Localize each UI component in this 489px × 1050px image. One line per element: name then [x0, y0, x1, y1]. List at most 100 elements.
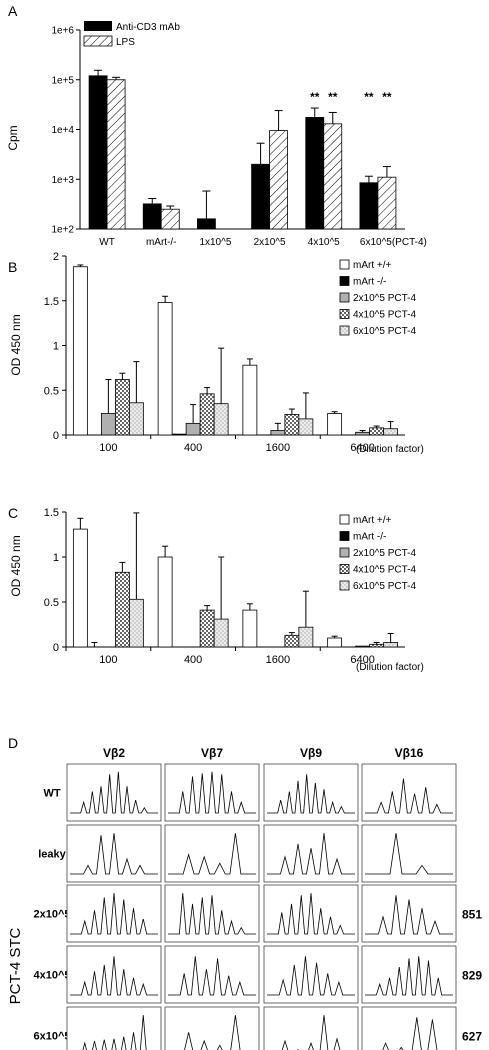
- panel-c-bar: [298, 626, 314, 648]
- panel-b-legend-label: 6x10^5 PCT-4: [353, 326, 416, 337]
- panel-d-trace-box: [263, 763, 359, 822]
- panel-b-y-tick-label: 0.5: [44, 385, 59, 397]
- panel-d-trace: [70, 771, 158, 814]
- panel-c-y-tick-label: 1: [53, 552, 59, 564]
- panel-a-bar: [251, 163, 270, 230]
- panel-a-x-tick-label: 2x10^5: [254, 237, 286, 248]
- panel-a-significance-mark: **: [310, 90, 320, 104]
- panel-d-trace-box: [164, 824, 260, 883]
- panel-a-bar: [197, 218, 216, 230]
- panel-d-trace: [267, 833, 355, 875]
- panel-d-trace: [184, 1015, 241, 1050]
- panel-a-y-tick-label: 1e+2: [51, 225, 74, 236]
- panel-d-trace: [70, 833, 158, 875]
- panel-b-legend-swatch: [339, 325, 350, 336]
- panel-d-trace: [365, 778, 453, 814]
- panel-c-legend-label: mArt -/-: [353, 532, 386, 543]
- panel-a-x-tick-label: WT: [99, 237, 115, 248]
- panel-a-bar: [269, 130, 288, 230]
- panel-c-chart: OD 450 nm (Dilution factor) 0 0.5 1 1.5 100 4…: [9, 507, 424, 673]
- panel-b-legend-label: mArt +/+: [353, 260, 392, 271]
- panel-b-legend-swatch: [339, 309, 350, 319]
- panel-label-b: B: [8, 259, 17, 275]
- panel-c-legend-label: mArt +/+: [353, 515, 392, 526]
- panel-d-column-label: Vβ9: [300, 746, 322, 760]
- panel-c-legend-swatch: [339, 564, 350, 574]
- panel-d-trace: [267, 774, 355, 814]
- panel-a-bar: [359, 182, 379, 230]
- legend-swatch-lps: [83, 35, 113, 47]
- panel-a-significance-mark: **: [364, 90, 374, 104]
- panel-c-bar: [383, 642, 399, 648]
- panel-a-x-tick-label: 6x10^5(PCT-4): [360, 237, 427, 248]
- panel-b-bar: [355, 431, 371, 436]
- panel-a-x-tick-label: 1x10^5: [199, 237, 231, 248]
- panel-b-legend-swatch: [339, 292, 350, 303]
- panel-c-x-tick-label: 100: [99, 654, 117, 666]
- panel-a-bar: [305, 117, 325, 230]
- panel-a-ylabel: Cpm: [6, 125, 20, 150]
- panel-c-legend-swatch: [339, 531, 350, 541]
- panel-b-y-tick-label: 1.5: [44, 296, 59, 308]
- panel-b-legend-label: 4x10^5 PCT-4: [353, 310, 416, 321]
- legend-label-anti-cd3: Anti-CD3 mAb: [116, 22, 180, 33]
- panel-d-trace: [382, 1017, 438, 1050]
- panel-d-trace: [70, 956, 158, 996]
- panel-c-legend-label: 4x10^5 PCT-4: [353, 565, 416, 576]
- panel-d-trace-box: [66, 884, 162, 943]
- panel-c-bar: [114, 571, 130, 648]
- panel-d-trace: [70, 893, 158, 935]
- panel-c-bar: [284, 634, 300, 648]
- panel-d-trace: [168, 893, 256, 935]
- panel-b-bar: [100, 413, 116, 436]
- panel-d-row-label: 4x10^5: [33, 970, 70, 982]
- panel-d-side-value: 829: [462, 969, 482, 983]
- panel-label-d: D: [8, 735, 18, 751]
- panel-c-bar: [355, 645, 371, 648]
- panel-b-bar: [114, 379, 130, 436]
- panel-b-bar: [171, 433, 187, 436]
- panel-b-bar: [284, 414, 300, 436]
- panel-a-x-tick-label: 4x10^5: [308, 237, 340, 248]
- panel-d-trace: [365, 833, 453, 875]
- panel-b-bar: [298, 418, 314, 436]
- panel-c-bar: [327, 637, 343, 648]
- panel-d-trace: [82, 1015, 147, 1050]
- panel-b-x-tick-label: 1600: [266, 442, 290, 454]
- panel-b-legend-label: mArt -/-: [353, 277, 386, 288]
- panel-d-row-label: 2x10^5: [33, 909, 70, 921]
- panel-d-trace: [168, 956, 256, 996]
- panel-d-column-label: Vβ16: [395, 746, 424, 760]
- panel-c-y-tick-label: 0: [53, 642, 59, 654]
- panel-b-bar: [383, 428, 399, 436]
- panel-a-y-tick-label: 1e+5: [51, 75, 74, 86]
- panel-a-bar: [323, 123, 343, 230]
- panel-a-y-tick-label: 1e+3: [51, 175, 74, 186]
- panel-c-legend-swatch: [339, 514, 350, 525]
- panel-c-y-tick-label: 0.5: [44, 597, 59, 609]
- panel-d-trace: [267, 893, 355, 935]
- panel-c-x-tick-label: 400: [184, 654, 202, 666]
- panel-c-bar: [369, 643, 385, 648]
- panel-a-bar: [142, 203, 162, 230]
- panel-c-bar: [242, 609, 258, 648]
- panel-c-bar: [213, 618, 229, 648]
- panel-b-ylabel: OD 450 nm: [9, 314, 23, 375]
- panel-d-trace-box: [263, 945, 359, 1004]
- panel-d-trace: [365, 956, 453, 996]
- panel-d-row-label: WT: [43, 788, 60, 800]
- panel-b-legend: mArt +/+ mArt -/- 2x10^5 PCT-4 4x10^5 PCT-4…: [339, 259, 416, 337]
- panel-b-x-tick-label: 400: [184, 442, 202, 454]
- panel-c-bar: [199, 609, 215, 648]
- panel-label-c: C: [8, 505, 18, 521]
- panel-b-bar: [213, 403, 229, 436]
- panel-b-bar: [369, 427, 385, 436]
- panel-d-trace-box: [164, 945, 260, 1004]
- panel-c-legend-label: 6x10^5 PCT-4: [353, 581, 416, 592]
- panel-d-column-label: Vβ2: [103, 746, 125, 760]
- panel-b-legend-label: 2x10^5 PCT-4: [353, 293, 416, 304]
- panel-a-y-tick-label: 1e+6: [51, 26, 74, 37]
- panel-d-row-label: leaky: [38, 849, 66, 861]
- panel-b-bar: [185, 422, 201, 436]
